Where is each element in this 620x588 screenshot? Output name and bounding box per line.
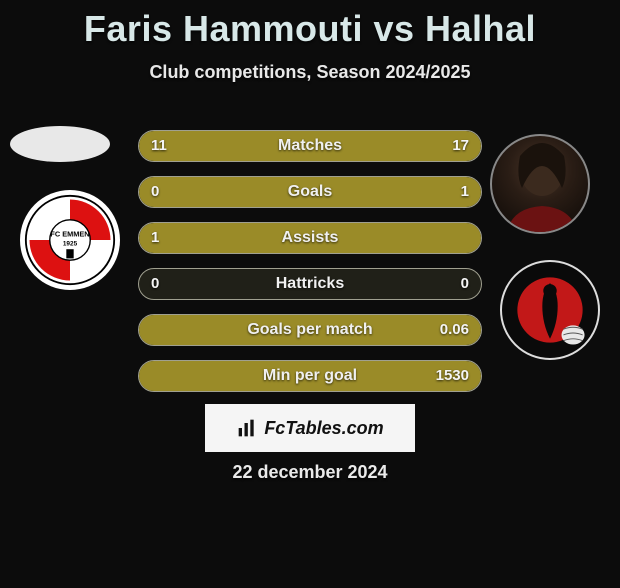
stat-label: Goals per match [139,315,481,345]
stat-row: 0Hattricks0 [138,268,482,300]
chart-icon [236,418,258,438]
stat-value-right: 0.06 [440,315,469,345]
stat-label: Hattricks [139,269,481,299]
watermark: FcTables.com [205,404,415,452]
stat-row: Goals per match0.06 [138,314,482,346]
subtitle: Club competitions, Season 2024/2025 [0,62,620,83]
page-title: Faris Hammouti vs Halhal [0,8,620,50]
svg-text:FC EMMEN: FC EMMEN [50,229,89,238]
player-right-avatar [490,134,590,234]
svg-text:1925: 1925 [63,241,78,248]
stat-value-right: 1530 [436,361,469,391]
stat-row: Min per goal1530 [138,360,482,392]
stats-container: 11Matches170Goals11Assists0Hattricks0Goa… [138,130,482,406]
player-silhouette-icon [492,136,590,234]
stat-value-right: 0 [461,269,469,299]
stat-row: 0Goals1 [138,176,482,208]
stat-label: Assists [139,223,481,253]
date-text: 22 december 2024 [0,462,620,483]
club-left-badge: FC EMMEN 1925 [20,190,120,290]
club-right-badge [500,260,600,360]
stat-value-right: 1 [461,177,469,207]
watermark-text: FcTables.com [264,418,383,439]
stat-row: 1Assists [138,222,482,254]
stat-label: Goals [139,177,481,207]
helmond-logo-icon [502,262,598,358]
player-left-avatar [10,126,110,162]
stat-label: Matches [139,131,481,161]
stat-value-right: 17 [452,131,469,161]
stat-label: Min per goal [139,361,481,391]
fc-emmen-logo-icon: FC EMMEN 1925 [24,194,116,286]
stat-row: 11Matches17 [138,130,482,162]
